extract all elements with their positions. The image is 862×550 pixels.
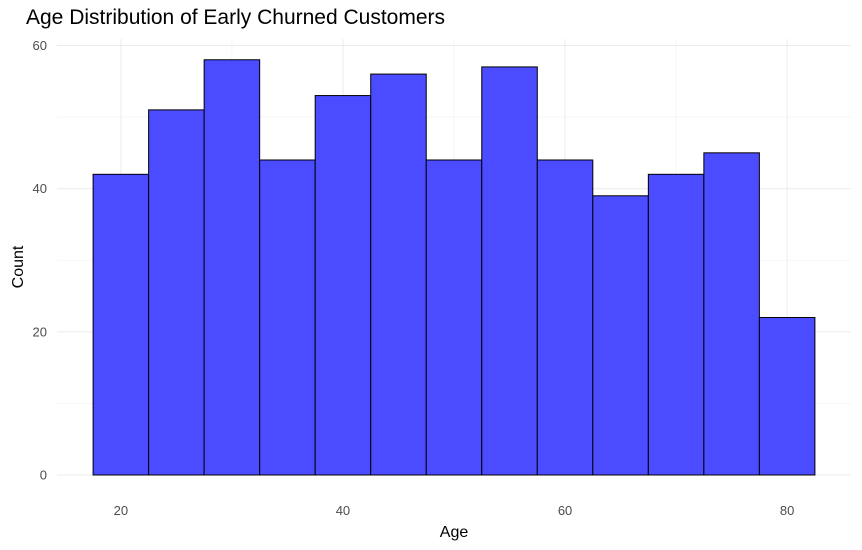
histogram-bar-13 [758,316,816,476]
histogram-bar-12 [703,152,760,476]
x-tick-label: 80 [780,503,794,518]
x-axis-ticks: 20 40 60 80 [114,503,795,518]
x-tick-label: 20 [114,503,128,518]
x-axis-title: Age [440,524,469,541]
histogram-bar-6 [370,73,427,476]
y-axis-ticks: 0 20 40 60 [33,38,47,483]
bars [92,59,816,476]
chart-title: Age Distribution of Early Churned Custom… [26,6,446,29]
y-tick-label: 40 [33,181,47,196]
x-tick-label: 60 [558,503,572,518]
x-tick-label: 40 [336,503,350,518]
histogram-bar-8 [481,66,538,476]
histogram-bar-3 [203,59,261,476]
y-axis-title: Count [10,245,27,288]
y-tick-label: 60 [33,38,47,53]
histogram-bar-9 [536,159,594,476]
histogram-bar-10 [592,195,649,476]
histogram-bar-7 [425,159,483,476]
y-tick-label: 0 [40,468,47,483]
y-tick-label: 20 [33,324,47,339]
histogram-bar-5 [314,95,372,476]
histogram-bar-2 [148,109,205,476]
histogram-bar-1 [92,173,150,476]
histogram-bar-4 [259,159,316,476]
histogram-bar-11 [647,173,705,476]
